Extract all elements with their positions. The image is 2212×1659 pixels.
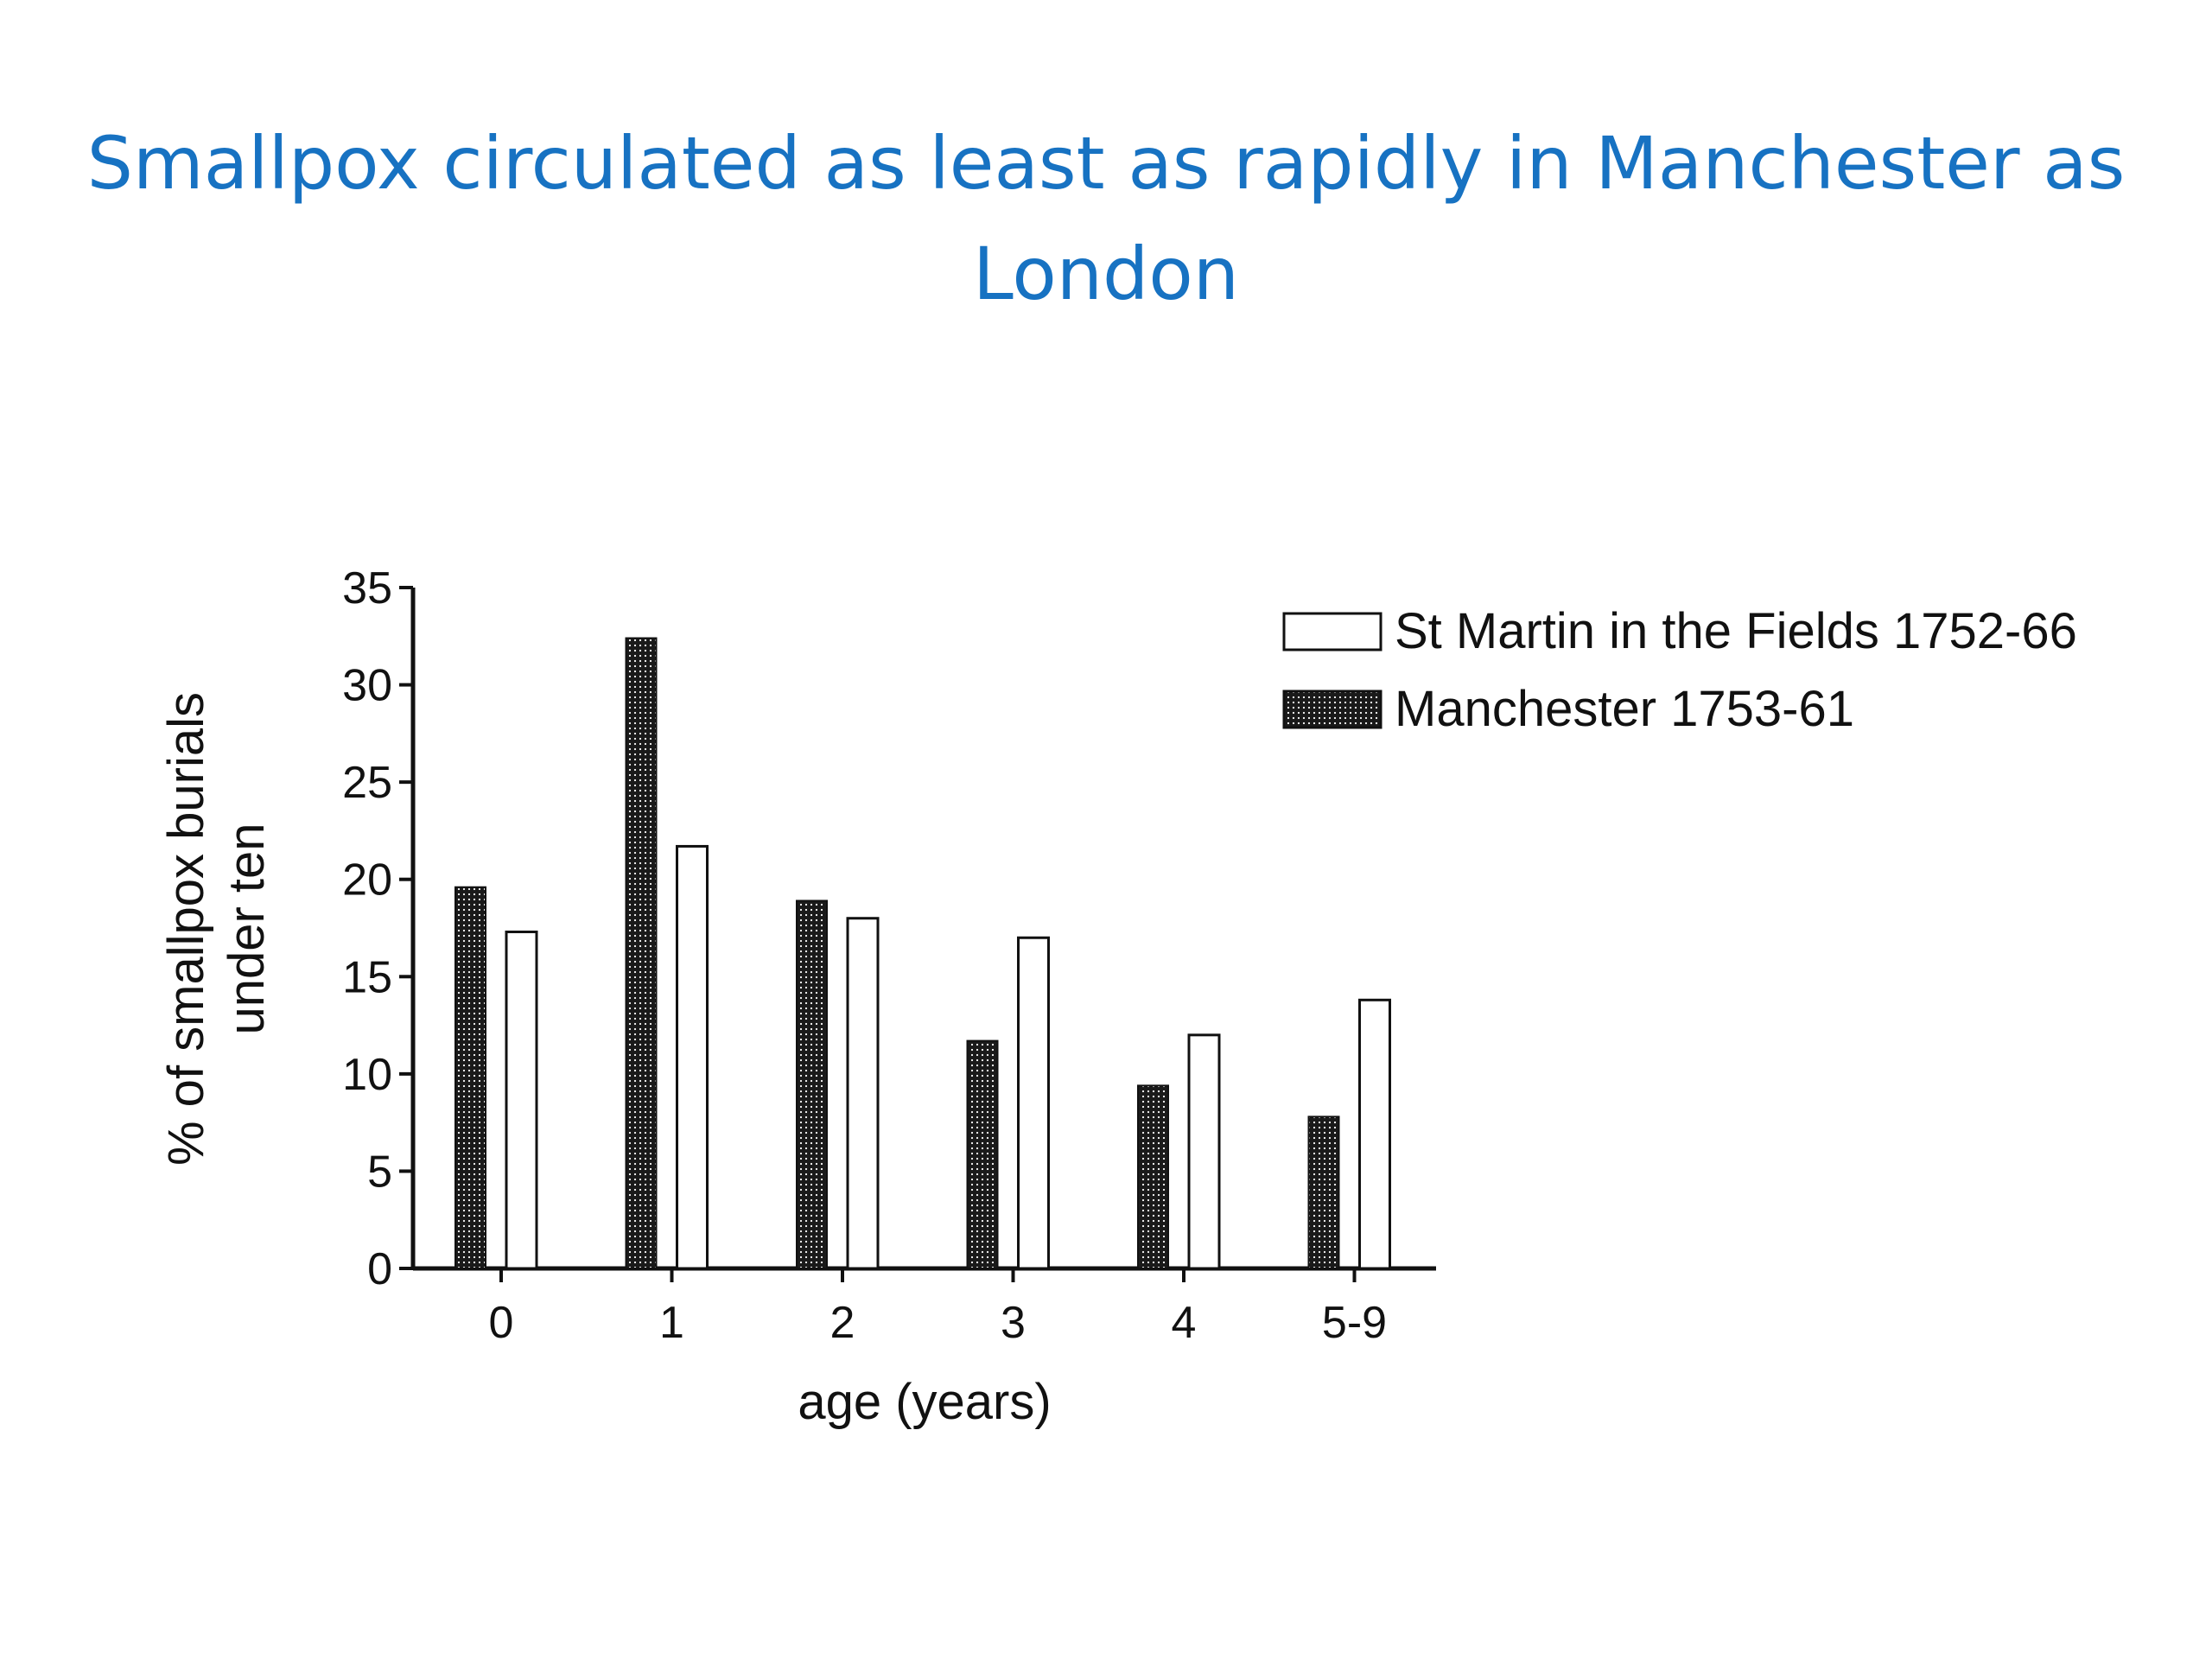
x-tick-label: 2 (830, 1298, 855, 1348)
bar-manchester-0 (454, 886, 486, 1269)
bar-manchester-4 (1137, 1084, 1169, 1270)
bar-st-martin-0 (505, 931, 538, 1270)
bar-st-martin-2 (846, 917, 880, 1270)
y-axis-label: % of smallpox burialsunder ten (158, 692, 275, 1166)
y-axis-label-text: % of smallpox burialsunder ten (158, 692, 275, 1166)
bar-st-martin-1 (676, 844, 709, 1270)
y-tick-label: 20 (342, 855, 392, 906)
bar-st-martin-3 (1017, 936, 1050, 1270)
y-axis-label-line: % of smallpox burials (158, 692, 214, 1166)
x-tick-label: 1 (659, 1298, 684, 1348)
legend-swatch-st-martin (1282, 612, 1382, 652)
x-tick-label: 4 (1172, 1298, 1197, 1348)
y-tick-label: 35 (342, 563, 392, 613)
y-tick-label: 15 (342, 952, 392, 1002)
y-tick-label: 0 (367, 1244, 392, 1294)
legend: St Martin in the Fields 1752-66 Mancheste… (1282, 603, 2077, 737)
bar-manchester-3 (966, 1039, 999, 1270)
bar-st-martin-4 (1187, 1033, 1221, 1270)
axes: 0 5 10 15 20 25 30 35 0 1 2 3 4 5-9 age (years) (342, 563, 1436, 1430)
x-axis-label: age (years) (798, 1374, 1051, 1430)
bar-manchester-5-9 (1307, 1116, 1340, 1269)
legend-label-st-martin: St Martin in the Fields 1752-66 (1395, 603, 2077, 659)
bar-manchester-1 (625, 637, 658, 1269)
y-tick-label: 5 (367, 1147, 392, 1197)
x-tick-label: 5-9 (1322, 1298, 1387, 1348)
bars (454, 637, 1391, 1270)
x-tick-label: 3 (1001, 1298, 1026, 1348)
y-tick-label: 25 (342, 758, 392, 808)
slide-title: Smallpox circulated as least as rapidly … (86, 121, 2126, 316)
y-tick-label: 10 (342, 1050, 392, 1100)
legend-swatch-manchester (1282, 690, 1382, 729)
legend-label-manchester: Manchester 1753-61 (1395, 681, 1854, 737)
y-axis-label-line: under ten (219, 823, 275, 1034)
y-tick-label: 30 (342, 661, 392, 711)
bar-manchester-2 (796, 899, 828, 1269)
x-tick-label: 0 (489, 1298, 514, 1348)
bar-st-martin-5-9 (1358, 998, 1391, 1270)
